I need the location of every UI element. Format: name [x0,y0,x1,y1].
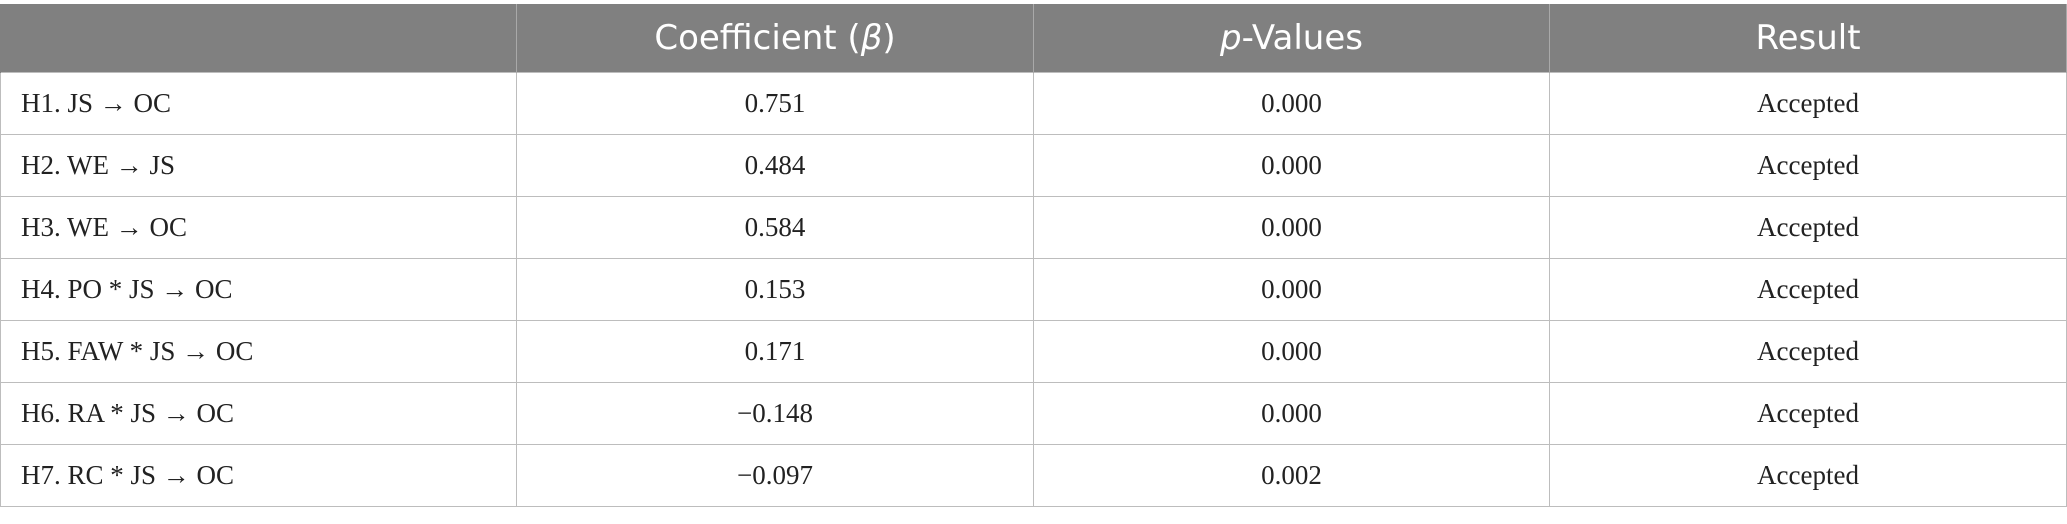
coefficient-cell: −0.148 [516,382,1034,445]
table-row: H6. RA * JS → OC −0.148 0.000 Accepted [0,382,2067,445]
table-row: H2. WE → JS 0.484 0.000 Accepted [0,134,2067,197]
result-cell: Accepted [1549,258,2067,321]
p-value-cell: 0.000 [1033,196,1550,259]
result-cell: Accepted [1549,134,2067,197]
result-cell: Accepted [1549,382,2067,445]
header-coefficient-prefix: Coefficient ( [654,18,861,58]
hypothesis-cell: H5. FAW * JS → OC [0,320,517,383]
p-value-cell: 0.000 [1033,134,1550,197]
table-row: H5. FAW * JS → OC 0.171 0.000 Accepted [0,320,2067,383]
p-value-cell: 0.000 [1033,320,1550,383]
table-row: H4. PO * JS → OC 0.153 0.000 Accepted [0,258,2067,321]
coefficient-cell: 0.484 [516,134,1034,197]
table-header: Coefficient (β) p-Values Result [0,4,2067,73]
header-p-values: p-Values [1033,4,1550,73]
result-cell: Accepted [1549,444,2067,507]
table-row: H1. JS → OC 0.751 0.000 Accepted [0,72,2067,135]
result-cell: Accepted [1549,196,2067,259]
coefficient-cell: 0.751 [516,72,1034,135]
table-row: H3. WE → OC 0.584 0.000 Accepted [0,196,2067,259]
header-hypothesis [0,4,517,73]
header-coefficient: Coefficient (β) [516,4,1034,73]
header-coefficient-suffix: ) [882,18,896,58]
p-value-cell: 0.002 [1033,444,1550,507]
p-value-cell: 0.000 [1033,72,1550,135]
result-cell: Accepted [1549,320,2067,383]
header-p-letter: p [1220,18,1242,58]
header-p-rest: -Values [1241,18,1363,58]
coefficient-cell: 0.584 [516,196,1034,259]
result-cell: Accepted [1549,72,2067,135]
hypothesis-cell: H1. JS → OC [0,72,517,135]
p-value-cell: 0.000 [1033,382,1550,445]
hypothesis-cell: H7. RC * JS → OC [0,444,517,507]
p-value-cell: 0.000 [1033,258,1550,321]
hypothesis-results-table-container: Coefficient (β) p-Values Result H1. JS →… [0,4,2067,507]
coefficient-cell: 0.153 [516,258,1034,321]
hypothesis-results-table: Coefficient (β) p-Values Result H1. JS →… [0,4,2067,507]
header-row: Coefficient (β) p-Values Result [0,4,2067,73]
table-row: H7. RC * JS → OC −0.097 0.002 Accepted [0,444,2067,507]
hypothesis-cell: H6. RA * JS → OC [0,382,517,445]
table-body: H1. JS → OC 0.751 0.000 Accepted H2. WE … [0,72,2067,507]
hypothesis-cell: H4. PO * JS → OC [0,258,517,321]
coefficient-cell: 0.171 [516,320,1034,383]
header-result: Result [1549,4,2067,73]
header-coefficient-symbol: β [860,18,883,58]
hypothesis-cell: H2. WE → JS [0,134,517,197]
coefficient-cell: −0.097 [516,444,1034,507]
hypothesis-cell: H3. WE → OC [0,196,517,259]
